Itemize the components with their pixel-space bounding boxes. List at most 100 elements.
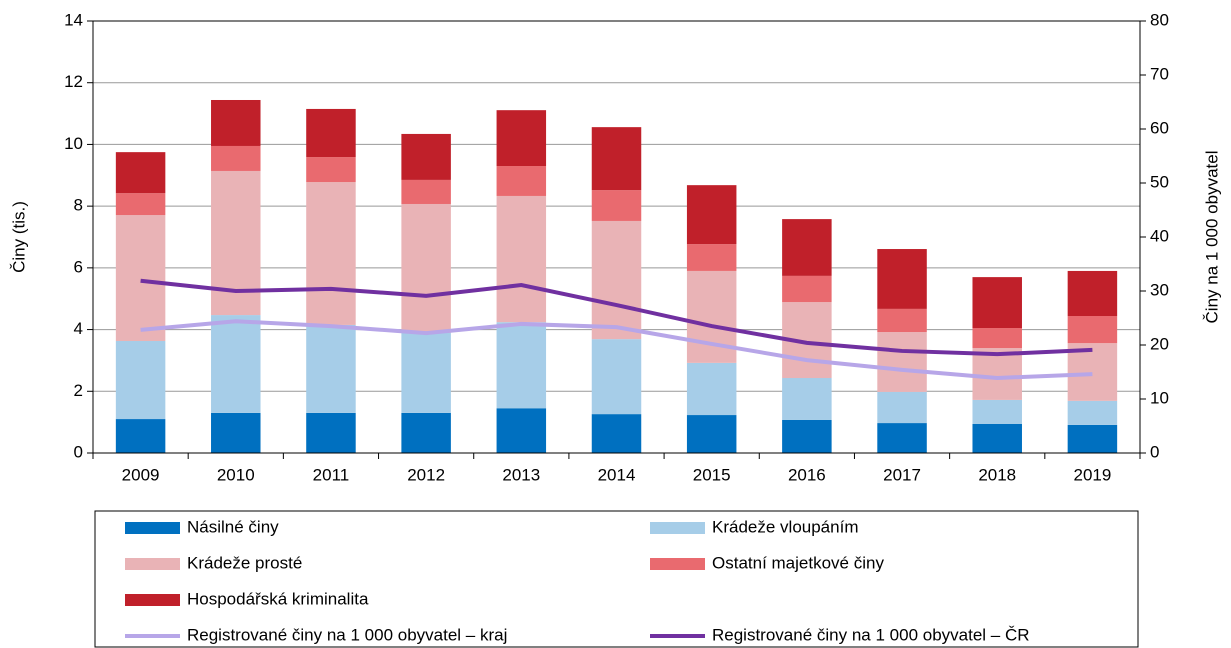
bar-segment: [401, 179, 451, 204]
legend-swatch: [125, 558, 180, 570]
bar-segment: [496, 408, 547, 453]
bar-segment: [686, 244, 737, 271]
y2-tick-label: 0: [1150, 442, 1159, 461]
bar-segment: [972, 399, 1022, 424]
x-tick-label: 2018: [978, 465, 1016, 484]
bar-segment: [591, 190, 642, 221]
bar-segment: [496, 322, 547, 409]
bar-segment: [115, 152, 166, 194]
bar-segment: [1067, 400, 1118, 425]
legend-label: Krádeže prosté: [187, 553, 302, 572]
bar-segment: [306, 108, 356, 158]
bar-segment: [877, 423, 927, 453]
bar-segment: [306, 182, 356, 325]
x-tick-label: 2015: [693, 465, 731, 484]
y-tick-label: 4: [74, 319, 83, 338]
legend-box: [94, 510, 1139, 648]
y-tick-label: 2: [74, 381, 83, 400]
bar-segment: [401, 133, 451, 180]
y-axis-label: Činy (tis.): [9, 201, 28, 273]
legend-swatch: [125, 594, 180, 606]
bar-segment: [1067, 343, 1118, 401]
bar-segment: [115, 193, 166, 216]
x-tick-label: 2011: [313, 465, 350, 484]
bar-segment: [211, 99, 261, 146]
bar-segment: [686, 185, 737, 245]
x-tick-label: 2017: [883, 465, 921, 484]
bar-segment: [782, 219, 832, 276]
bar-segment: [686, 270, 737, 363]
bar-segment: [401, 203, 451, 333]
legend-label: Registrované činy na 1 000 obyvatel – kr…: [187, 625, 507, 644]
bar-segment: [115, 419, 166, 453]
bar-segment: [877, 332, 927, 392]
x-tick-label: 2012: [407, 465, 445, 484]
line-series: [140, 319, 1093, 380]
bar-segment: [877, 391, 927, 424]
bar-segment: [686, 415, 737, 453]
bar-segment: [1067, 424, 1118, 453]
bar-segment: [972, 277, 1022, 329]
bar-segment: [115, 340, 166, 420]
bar-segment: [972, 348, 1022, 400]
x-tick-label: 2009: [122, 465, 160, 484]
bar-segment: [877, 249, 927, 309]
bar-segment: [306, 324, 356, 413]
legend-label: Registrované činy na 1 000 obyvatel – ČR: [712, 625, 1030, 644]
x-tick-label: 2014: [598, 465, 636, 484]
bar-segment: [972, 328, 1022, 349]
y2-tick-label: 50: [1150, 172, 1169, 191]
bar-segment: [401, 412, 451, 453]
bar-segment: [782, 419, 832, 453]
y-tick-label: 10: [64, 134, 83, 153]
y2-tick-label: 80: [1150, 10, 1169, 29]
bar-segment: [782, 275, 832, 303]
bar-segment: [591, 127, 642, 191]
legend-label: Krádeže vloupáním: [712, 517, 858, 536]
y2-tick-label: 10: [1150, 388, 1169, 407]
bar-segment: [782, 378, 832, 420]
bar-segment: [211, 315, 261, 413]
bar-segment: [211, 145, 261, 171]
bar-segment: [496, 110, 547, 167]
bar-segment: [591, 220, 642, 340]
y-tick-label: 0: [74, 442, 83, 461]
y2-tick-label: 20: [1150, 334, 1169, 353]
y2-tick-label: 40: [1150, 226, 1169, 245]
y2-tick-label: 60: [1150, 118, 1169, 137]
legend-label: Ostatní majetkové činy: [712, 553, 884, 572]
y-tick-label: 8: [74, 196, 83, 215]
bar-segment: [591, 414, 642, 453]
bar-segment: [211, 170, 261, 316]
legend-label: Násilné činy: [187, 517, 279, 536]
y-tick-label: 14: [64, 10, 83, 29]
bar-segment: [306, 412, 356, 453]
line-series: [140, 278, 1093, 357]
bar-segment: [591, 339, 642, 415]
y2-axis-label: Činy na 1 000 obyvatel: [1202, 151, 1221, 324]
bar-segment: [496, 166, 547, 196]
bar-segment: [496, 195, 547, 323]
legend-label: Hospodářská kriminalita: [187, 589, 369, 608]
plot-frame: [92, 20, 1141, 454]
bar-segment: [686, 362, 737, 416]
legend-swatch: [650, 558, 705, 570]
bar-segment: [401, 332, 451, 413]
legend-swatch: [125, 522, 180, 534]
bar-segment: [972, 423, 1022, 453]
legend-swatch: [650, 522, 705, 534]
bar-segment: [877, 308, 927, 333]
bar-segment: [115, 215, 166, 341]
x-tick-label: 2010: [217, 465, 255, 484]
bar-segment: [1067, 315, 1118, 344]
bar-segment: [211, 412, 261, 453]
x-tick-label: 2016: [788, 465, 826, 484]
bar-segment: [306, 157, 356, 183]
y-tick-label: 12: [64, 72, 83, 91]
y2-tick-label: 30: [1150, 280, 1169, 299]
bar-segment: [1067, 270, 1118, 316]
y2-tick-label: 70: [1150, 64, 1169, 83]
y-tick-label: 6: [74, 257, 83, 276]
x-tick-label: 2013: [502, 465, 540, 484]
